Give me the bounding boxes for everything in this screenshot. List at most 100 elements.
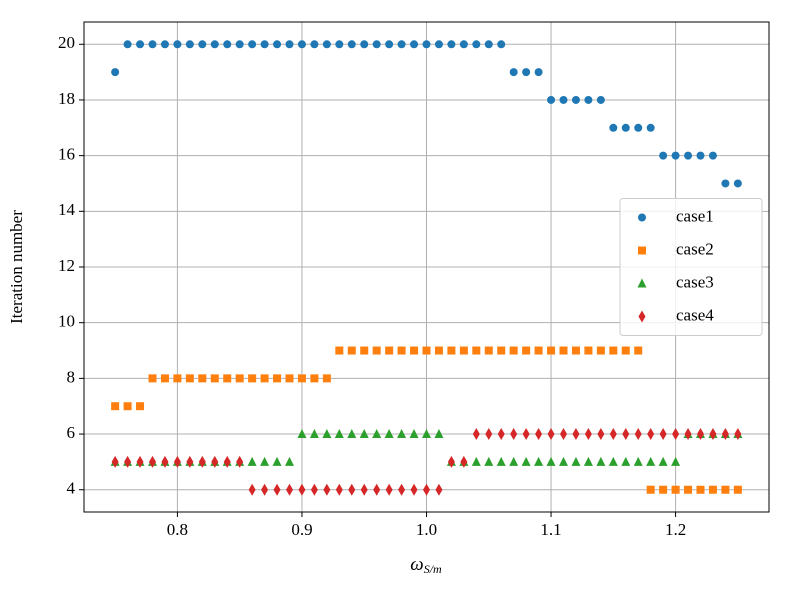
data-point [360,346,369,355]
data-point [422,346,431,355]
data-point [447,346,456,355]
data-point [123,402,132,411]
data-point [547,346,556,355]
data-point [496,456,506,466]
data-point [111,402,120,411]
data-point [261,483,269,496]
data-point [347,346,356,355]
data-point [198,40,207,49]
data-point [671,485,680,494]
data-point [372,346,381,355]
data-point [173,455,181,468]
data-point [559,95,568,104]
data-point [472,428,480,441]
legend-label: case2 [676,239,714,258]
data-point [621,346,630,355]
data-point [285,456,294,466]
data-point [634,123,643,132]
data-point [111,455,119,468]
legend-marker [638,246,646,255]
data-point [697,428,704,441]
data-point [186,455,194,468]
data-point [671,456,681,466]
data-point [608,456,618,466]
data-point [484,346,493,355]
data-point [522,68,531,77]
data-point [123,40,132,49]
data-point [584,428,592,441]
data-point [285,374,294,383]
data-point [572,428,580,441]
data-point [273,483,281,496]
data-point [173,374,182,383]
data-point [373,483,381,496]
legend-label: case3 [676,272,714,291]
data-point [160,40,169,49]
data-point [310,374,319,383]
data-point [484,40,493,49]
data-point [347,429,357,439]
data-point [322,374,331,383]
legend-marker [637,278,647,288]
data-point [733,179,742,188]
data-point [149,455,156,468]
data-point [198,455,206,468]
data-point [447,40,456,49]
data-point [696,485,705,494]
data-point [335,346,344,355]
data-point [459,346,468,355]
data-point [708,151,717,160]
data-point [497,428,505,441]
data-point [360,483,368,496]
data-point [247,456,257,466]
data-point [621,456,631,466]
data-point [596,346,605,355]
data-point [659,151,668,160]
legend-marker [638,213,646,222]
data-point [322,429,332,439]
data-point [435,483,443,496]
data-point [384,429,394,439]
data-point [522,346,531,355]
data-point [684,485,693,494]
data-point [484,456,494,466]
data-point [471,456,481,466]
data-point [273,40,282,49]
data-point [410,40,419,49]
data-point [410,346,419,355]
data-point [286,483,293,496]
data-point [111,68,120,77]
y-tick-label: 8 [67,367,76,386]
data-point [696,151,705,160]
legend-box [619,198,763,336]
data-point [422,429,431,439]
data-point [672,428,680,441]
data-point [621,123,630,132]
data-point [248,483,256,496]
plot-frame [83,21,770,513]
data-point [646,123,655,132]
data-point [260,40,269,49]
data-point [173,40,182,49]
data-point [684,428,692,441]
legend-label: case1 [676,206,714,225]
data-point [297,374,306,383]
x-axis-subscript: S/m [424,562,442,576]
data-point [285,40,294,49]
data-point [124,455,132,468]
data-point [223,455,231,468]
data-point [708,485,717,494]
data-point [534,456,544,466]
data-point [734,428,742,441]
data-point [185,374,194,383]
data-point [547,428,555,441]
y-tick-label: 12 [58,256,75,275]
data-point [546,456,556,466]
y-tick-label: 10 [58,312,75,331]
data-point [485,428,493,441]
data-point [210,374,219,383]
x-tick-label: 1.2 [665,520,686,539]
data-point [721,428,729,441]
data-point [609,346,618,355]
